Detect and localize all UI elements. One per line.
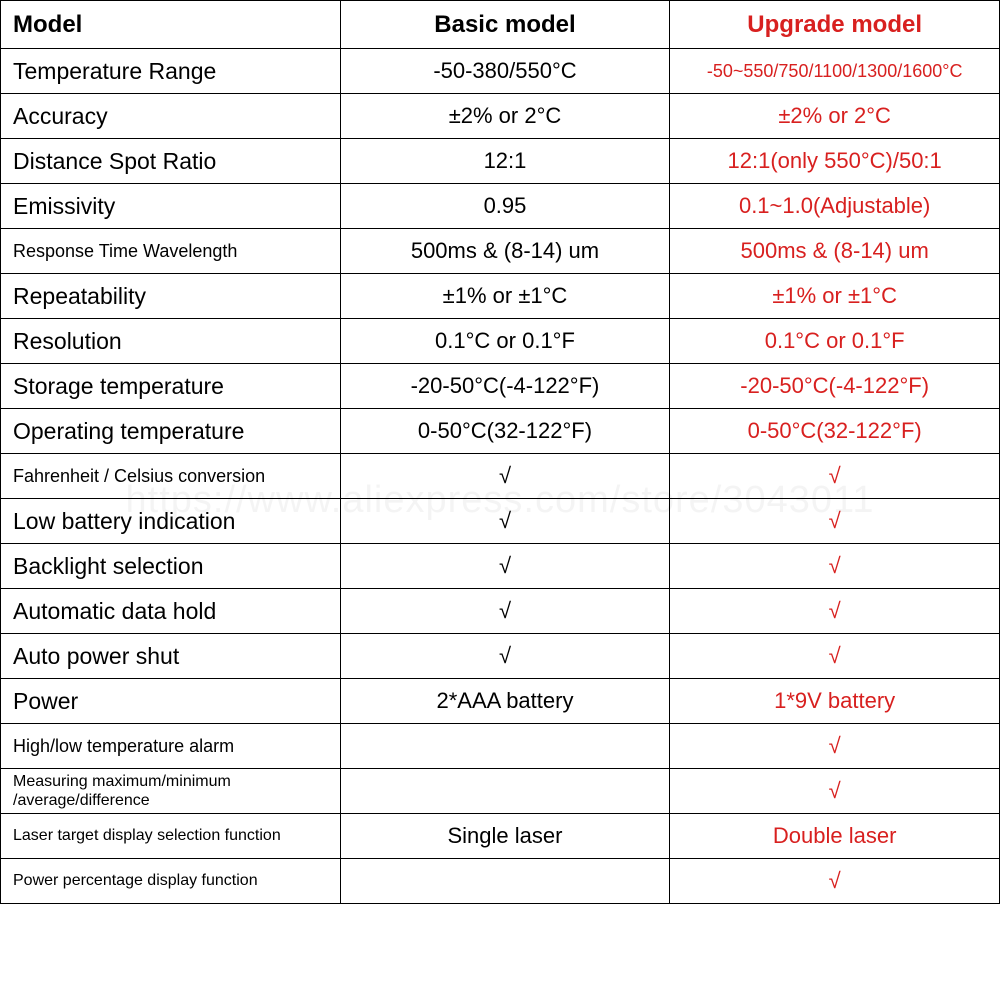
table-row: Response Time Wavelength500ms & (8-14) u… bbox=[1, 229, 1000, 274]
table-row: Laser target display selection functionS… bbox=[1, 814, 1000, 859]
upgrade-value: √ bbox=[670, 769, 1000, 814]
basic-value bbox=[340, 859, 670, 904]
spec-label: Automatic data hold bbox=[1, 589, 341, 634]
basic-value: 500ms & (8-14) um bbox=[340, 229, 670, 274]
upgrade-value: √ bbox=[670, 724, 1000, 769]
upgrade-value: 0-50°C(32-122°F) bbox=[670, 409, 1000, 454]
basic-value: ±1% or ±1°C bbox=[340, 274, 670, 319]
basic-value: √ bbox=[340, 544, 670, 589]
basic-value bbox=[340, 769, 670, 814]
basic-value: 0.95 bbox=[340, 184, 670, 229]
upgrade-value: 0.1°C or 0.1°F bbox=[670, 319, 1000, 364]
spec-label: Distance Spot Ratio bbox=[1, 139, 341, 184]
basic-value: √ bbox=[340, 454, 670, 499]
table-row: Storage temperature-20-50°C(-4-122°F)-20… bbox=[1, 364, 1000, 409]
basic-value: 12:1 bbox=[340, 139, 670, 184]
table-row: Low battery indication√√ bbox=[1, 499, 1000, 544]
table-row: Accuracy±2% or 2°C±2% or 2°C bbox=[1, 94, 1000, 139]
upgrade-value: Double laser bbox=[670, 814, 1000, 859]
table-header-row: Model Basic model Upgrade model bbox=[1, 1, 1000, 49]
spec-label: Fahrenheit / Celsius conversion bbox=[1, 454, 341, 499]
table-row: Distance Spot Ratio12:112:1(only 550°C)/… bbox=[1, 139, 1000, 184]
upgrade-value: √ bbox=[670, 589, 1000, 634]
spec-label: Temperature Range bbox=[1, 49, 341, 94]
table-row: Repeatability±1% or ±1°C±1% or ±1°C bbox=[1, 274, 1000, 319]
header-upgrade: Upgrade model bbox=[670, 1, 1000, 49]
basic-value: ±2% or 2°C bbox=[340, 94, 670, 139]
spec-label: High/low temperature alarm bbox=[1, 724, 341, 769]
upgrade-value: ±1% or ±1°C bbox=[670, 274, 1000, 319]
spec-table: Model Basic model Upgrade model Temperat… bbox=[0, 0, 1000, 904]
basic-value: √ bbox=[340, 634, 670, 679]
upgrade-value: √ bbox=[670, 634, 1000, 679]
upgrade-value: 12:1(only 550°C)/50:1 bbox=[670, 139, 1000, 184]
upgrade-value: 1*9V battery bbox=[670, 679, 1000, 724]
spec-label: Operating temperature bbox=[1, 409, 341, 454]
spec-label: Laser target display selection function bbox=[1, 814, 341, 859]
basic-value: -50-380/550°C bbox=[340, 49, 670, 94]
upgrade-value: √ bbox=[670, 859, 1000, 904]
upgrade-value: √ bbox=[670, 499, 1000, 544]
basic-value bbox=[340, 724, 670, 769]
table-row: Power2*AAA battery1*9V battery bbox=[1, 679, 1000, 724]
table-row: Fahrenheit / Celsius conversion√√ bbox=[1, 454, 1000, 499]
spec-label: Low battery indication bbox=[1, 499, 341, 544]
upgrade-value: 500ms & (8-14) um bbox=[670, 229, 1000, 274]
basic-value: 0-50°C(32-122°F) bbox=[340, 409, 670, 454]
header-model: Model bbox=[1, 1, 341, 49]
spec-label: Measuring maximum/minimum/average/differ… bbox=[1, 769, 341, 814]
basic-value: -20-50°C(-4-122°F) bbox=[340, 364, 670, 409]
table-row: Operating temperature0-50°C(32-122°F)0-5… bbox=[1, 409, 1000, 454]
spec-label: Power percentage display function bbox=[1, 859, 341, 904]
upgrade-value: -20-50°C(-4-122°F) bbox=[670, 364, 1000, 409]
spec-label: Emissivity bbox=[1, 184, 341, 229]
upgrade-value: √ bbox=[670, 544, 1000, 589]
table-row: Power percentage display function √ bbox=[1, 859, 1000, 904]
basic-value: Single laser bbox=[340, 814, 670, 859]
upgrade-value: -50~550/750/1100/1300/1600°C bbox=[670, 49, 1000, 94]
upgrade-value: ±2% or 2°C bbox=[670, 94, 1000, 139]
basic-value: 2*AAA battery bbox=[340, 679, 670, 724]
table-row: Resolution0.1°C or 0.1°F0.1°C or 0.1°F bbox=[1, 319, 1000, 364]
table-row: Auto power shut√√ bbox=[1, 634, 1000, 679]
spec-label: Resolution bbox=[1, 319, 341, 364]
table-row: Emissivity0.950.1~1.0(Adjustable) bbox=[1, 184, 1000, 229]
spec-label: Backlight selection bbox=[1, 544, 341, 589]
basic-value: √ bbox=[340, 589, 670, 634]
basic-value: 0.1°C or 0.1°F bbox=[340, 319, 670, 364]
spec-label: Response Time Wavelength bbox=[1, 229, 341, 274]
basic-value: √ bbox=[340, 499, 670, 544]
table-row: Automatic data hold√√ bbox=[1, 589, 1000, 634]
spec-label: Accuracy bbox=[1, 94, 341, 139]
spec-label: Repeatability bbox=[1, 274, 341, 319]
table-row: Temperature Range-50-380/550°C-50~550/75… bbox=[1, 49, 1000, 94]
spec-label: Auto power shut bbox=[1, 634, 341, 679]
table-row: High/low temperature alarm √ bbox=[1, 724, 1000, 769]
upgrade-value: √ bbox=[670, 454, 1000, 499]
spec-label: Power bbox=[1, 679, 341, 724]
spec-label: Storage temperature bbox=[1, 364, 341, 409]
header-basic: Basic model bbox=[340, 1, 670, 49]
table-row: Backlight selection√√ bbox=[1, 544, 1000, 589]
table-row: Measuring maximum/minimum/average/differ… bbox=[1, 769, 1000, 814]
upgrade-value: 0.1~1.0(Adjustable) bbox=[670, 184, 1000, 229]
